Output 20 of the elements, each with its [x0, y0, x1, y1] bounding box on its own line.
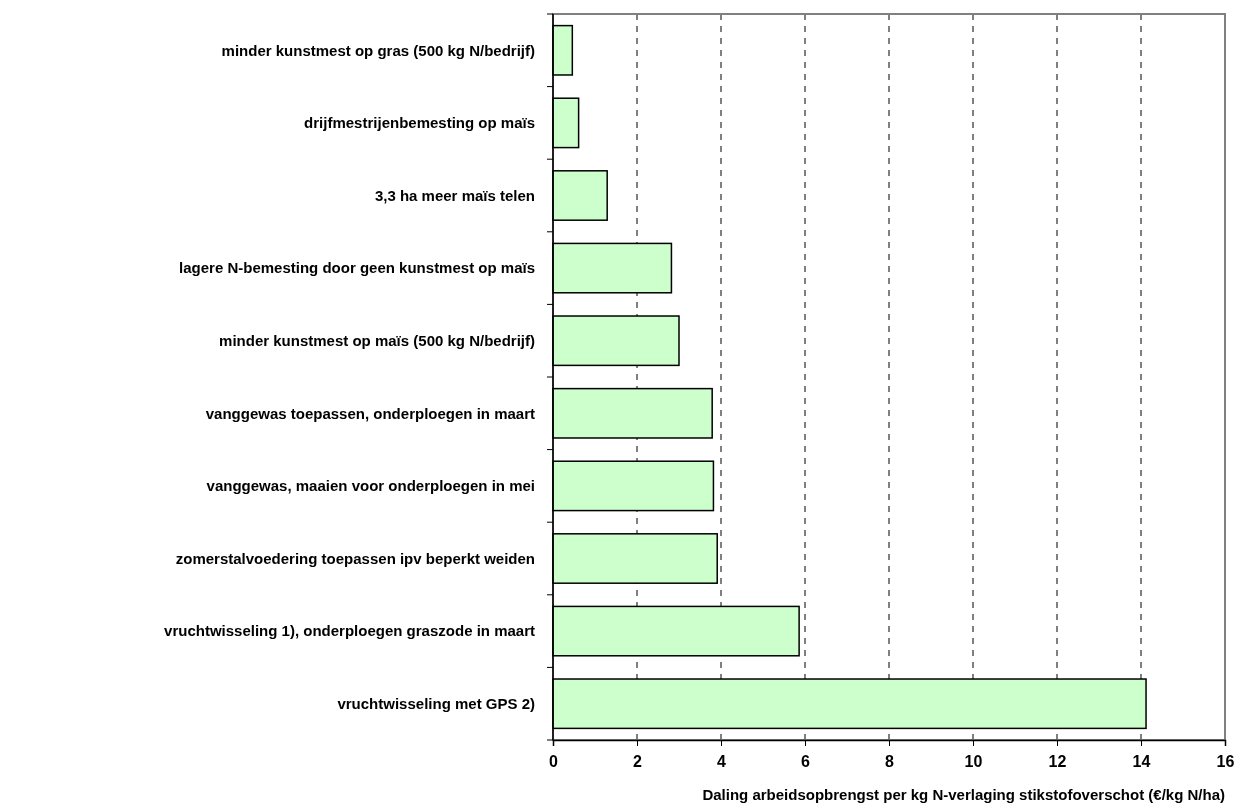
y-tick-label: minder kunstmest op gras (500 kg N/bedrijf) — [221, 41, 535, 59]
x-tick-label: 2 — [633, 753, 643, 771]
y-tick-label: 3,3 ha meer maïs telen — [374, 186, 535, 204]
x-tick-label: 0 — [549, 753, 559, 771]
x-tick-label: 16 — [1216, 753, 1235, 771]
x-tick-label: 10 — [964, 753, 983, 771]
x-axis-title: Daling arbeidsopbrengst per kg N-verlaging stikstofoverschot (€/kg N/ha) — [702, 786, 1225, 803]
x-tick-label: 8 — [885, 753, 895, 771]
y-tick-label: zomerstalvoedering toepassen ipv beperkt weiden — [175, 549, 535, 567]
y-tick-label: vruchtwisseling met GPS 2) — [337, 694, 535, 712]
x-tick-label: 14 — [1132, 753, 1151, 771]
y-tick-label: vanggewas, maaien voor onderploegen in mei — [206, 477, 535, 495]
y-tick-label: drijfmestrijenbemesting op maïs — [304, 114, 535, 132]
x-tick-label: 12 — [1048, 753, 1067, 771]
x-tick-label: 4 — [717, 753, 727, 771]
y-tick-label: vruchtwisseling 1), onderploegen graszode in maart — [164, 622, 535, 640]
y-tick-label: minder kunstmest op maïs (500 kg N/bedrijf) — [219, 331, 535, 349]
y-tick-label: lagere N-bemesting door geen kunstmest op maïs — [179, 259, 535, 277]
x-tick-label: 6 — [801, 753, 811, 771]
y-tick-label: vanggewas toepassen, onderploegen in maart — [205, 404, 535, 422]
